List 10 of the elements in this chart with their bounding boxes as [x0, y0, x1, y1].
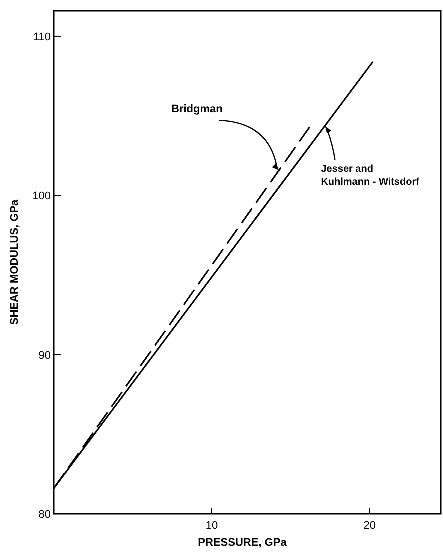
- y-tick-label: 100: [32, 190, 51, 203]
- x-tick-label: 20: [364, 520, 376, 532]
- y-tick-label: 80: [38, 509, 51, 521]
- y-axis-title: SHEAR MODULUS, GPa: [9, 198, 21, 326]
- series-label: Jesser and Kuhlmann - Witsdorf: [321, 164, 420, 188]
- y-tick-label: 110: [33, 31, 51, 44]
- x-axis-title: PRESSURE, GPa: [198, 537, 288, 549]
- y-tick-label: 90: [38, 350, 51, 362]
- x-tick-label: 10: [206, 520, 218, 532]
- text: Bridgman: [172, 104, 224, 116]
